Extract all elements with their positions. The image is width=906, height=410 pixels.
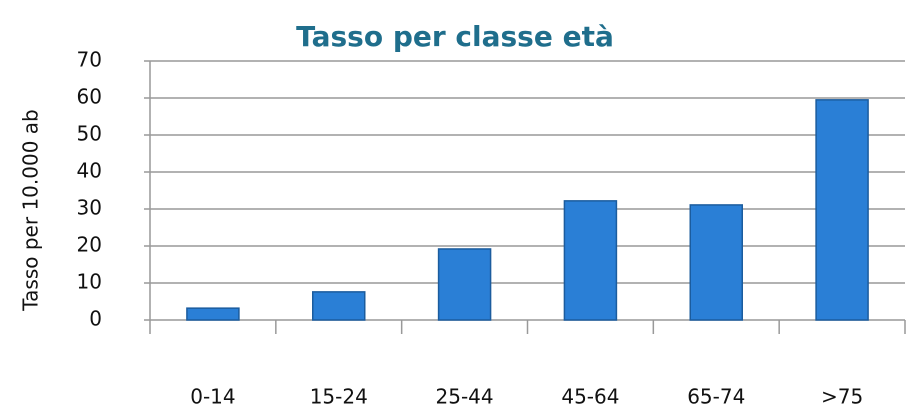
bar — [186, 307, 240, 321]
x-tick-label: 25-44 — [436, 385, 494, 409]
x-tick-label: 65-74 — [687, 385, 745, 409]
y-tick-label: 0 — [89, 307, 102, 331]
x-tick-label: 15-24 — [310, 385, 368, 409]
bar — [689, 204, 743, 321]
bar — [815, 99, 869, 321]
y-tick-label: 40 — [77, 159, 102, 183]
chart-title: Tasso per classe età — [296, 20, 614, 53]
y-tick-label: 60 — [77, 85, 102, 109]
y-tick-label: 20 — [77, 233, 102, 257]
y-axis-label: Tasso per 10.000 ab — [19, 109, 43, 311]
x-tick-label: 0-14 — [190, 385, 235, 409]
y-tick-label: 30 — [77, 196, 102, 220]
y-tick-label: 50 — [77, 122, 102, 146]
x-tick-label: 45-64 — [561, 385, 619, 409]
bar — [563, 200, 618, 321]
bar — [437, 248, 492, 321]
y-tick-label: 10 — [77, 270, 102, 294]
y-tick-label: 70 — [77, 48, 102, 72]
bar — [312, 291, 366, 321]
x-tick-label: >75 — [821, 385, 863, 409]
